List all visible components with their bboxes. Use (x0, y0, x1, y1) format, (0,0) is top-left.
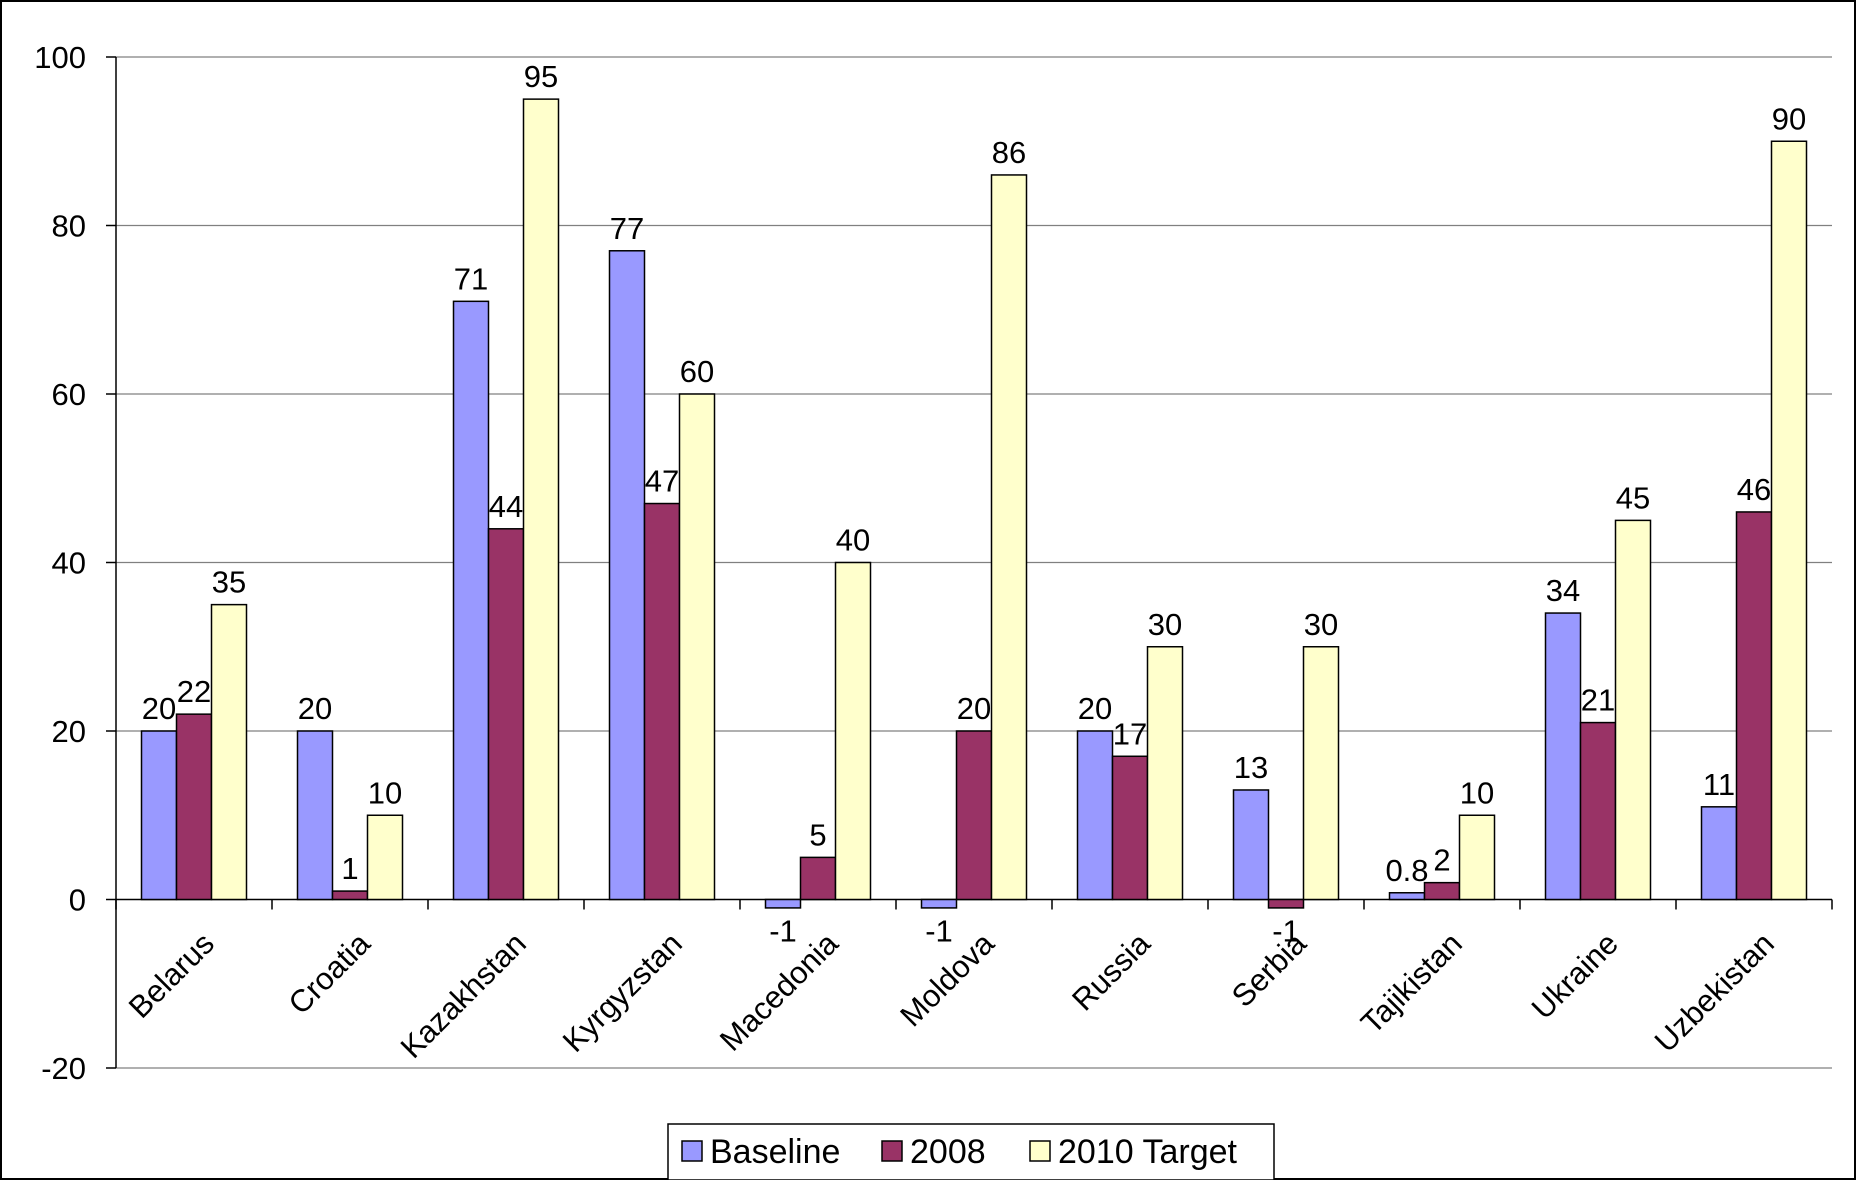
bar-2010-target-moldova (992, 175, 1027, 900)
legend-swatch-2010-target (1030, 1141, 1050, 1161)
bar-2010-target-uzbekistan (1772, 141, 1807, 899)
bar-2010-target-ukraine (1616, 520, 1651, 899)
bar-2010-target-serbia (1304, 647, 1339, 900)
bar-baseline-croatia (298, 731, 333, 900)
bar-baseline-ukraine (1546, 613, 1581, 899)
data-label-2008-moldova: 20 (957, 691, 991, 726)
data-label-2010-target-kazakhstan: 95 (524, 59, 558, 94)
data-label-2008-ukraine: 21 (1581, 683, 1615, 718)
data-label-2010-target-uzbekistan: 90 (1772, 101, 1806, 136)
bar-2010-target-kazakhstan (524, 99, 559, 899)
bar-2010-target-russia (1148, 647, 1183, 900)
bar-baseline-serbia (1234, 790, 1269, 900)
data-label-baseline-kyrgyzstan: 77 (610, 211, 644, 246)
data-label-2008-tajikistan: 2 (1433, 843, 1450, 878)
data-label-2010-target-russia: 30 (1148, 607, 1182, 642)
data-label-baseline-tajikistan: 0.8 (1385, 853, 1428, 888)
bar-2008-kyrgyzstan (645, 504, 680, 900)
bar-baseline-belarus (142, 731, 177, 900)
data-label-2010-target-serbia: 30 (1304, 607, 1338, 642)
bar-baseline-uzbekistan (1702, 807, 1737, 900)
bar-2008-uzbekistan (1737, 512, 1772, 900)
legend-swatch-baseline (682, 1141, 702, 1161)
data-label-2008-kazakhstan: 44 (489, 489, 523, 524)
bar-2008-tajikistan (1425, 883, 1460, 900)
data-label-baseline-uzbekistan: 11 (1703, 767, 1735, 802)
bar-2010-target-tajikistan (1460, 815, 1495, 899)
y-tick-label: -20 (41, 1051, 86, 1086)
data-label-2010-target-belarus: 35 (212, 565, 246, 600)
legend-label-baseline: Baseline (710, 1133, 840, 1171)
bar-2008-moldova (957, 731, 992, 900)
y-tick-label: 60 (52, 377, 86, 412)
data-label-2008-macedonia: 5 (809, 817, 826, 852)
bar-2010-target-belarus (212, 605, 247, 900)
bar-baseline-kyrgyzstan (610, 251, 645, 900)
y-tick-label: 80 (52, 209, 86, 244)
data-label-2010-target-tajikistan: 10 (1460, 775, 1494, 810)
bar-2010-target-kyrgyzstan (680, 394, 715, 900)
y-tick-label: 0 (69, 883, 86, 918)
bar-2010-target-croatia (368, 815, 403, 899)
data-label-2010-target-croatia: 10 (368, 775, 402, 810)
data-label-baseline-russia: 20 (1078, 691, 1112, 726)
data-label-baseline-serbia: 13 (1234, 750, 1268, 785)
data-label-2008-uzbekistan: 46 (1737, 472, 1771, 507)
y-tick-label: 100 (34, 40, 86, 75)
data-label-baseline-croatia: 20 (298, 691, 332, 726)
legend-label-2008: 2008 (910, 1133, 986, 1171)
y-tick-label: 40 (52, 546, 86, 581)
bar-2008-kazakhstan (489, 529, 524, 900)
bar-2008-russia (1113, 756, 1148, 899)
data-label-2010-target-macedonia: 40 (836, 523, 870, 558)
bar-baseline-tajikistan (1390, 893, 1425, 900)
legend: Baseline 2008 2010 Target (668, 1124, 1274, 1180)
data-label-baseline-moldova: -1 (925, 914, 953, 949)
bar-2008-croatia (333, 891, 368, 899)
bar-2010-target-macedonia (836, 563, 871, 900)
bar-2008-macedonia (801, 857, 836, 899)
data-label-2010-target-moldova: 86 (992, 135, 1026, 170)
data-label-2008-croatia: 1 (341, 851, 358, 886)
data-label-baseline-macedonia: -1 (769, 914, 797, 949)
bar-2008-serbia (1269, 900, 1304, 908)
data-label-2010-target-kyrgyzstan: 60 (680, 354, 714, 389)
bar-baseline-macedonia (766, 900, 801, 908)
bar-baseline-russia (1078, 731, 1113, 900)
legend-swatch-2008 (882, 1141, 902, 1161)
bar-2008-belarus (177, 714, 212, 899)
data-label-baseline-belarus: 20 (142, 691, 176, 726)
data-label-2008-russia: 17 (1113, 716, 1147, 751)
y-tick-label: 20 (52, 714, 86, 749)
data-label-baseline-kazakhstan: 71 (454, 261, 488, 296)
legend-label-2010-target: 2010 Target (1058, 1133, 1238, 1171)
data-label-baseline-ukraine: 34 (1546, 573, 1580, 608)
data-label-2010-target-ukraine: 45 (1616, 480, 1650, 515)
bar-baseline-moldova (922, 900, 957, 908)
bar-2008-ukraine (1581, 723, 1616, 900)
bar-baseline-kazakhstan (454, 301, 489, 899)
data-label-2008-kyrgyzstan: 47 (645, 464, 679, 499)
data-label-2008-belarus: 22 (177, 674, 211, 709)
